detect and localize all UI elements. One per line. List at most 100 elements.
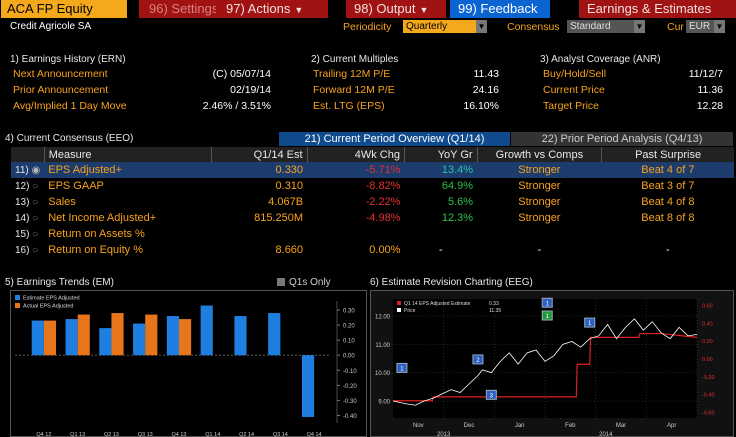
yoy-cell: 64.9% xyxy=(441,180,474,192)
table-row[interactable]: 15) ○ Return on Assets % xyxy=(11,226,734,242)
radio-icon[interactable]: ○ xyxy=(32,228,39,240)
table-row[interactable]: 16) ○ Return on Equity % 8.660 0.00% - -… xyxy=(11,242,734,258)
buy-hold-sell-value: 11/12/7 xyxy=(688,68,723,80)
est-cell: 4.067B xyxy=(268,196,304,208)
measure-cell: EPS Adjusted+ xyxy=(44,162,212,178)
y-tick-label: -0.30 xyxy=(343,399,357,405)
chg-cell: -2.22% xyxy=(365,196,401,208)
revision-marker xyxy=(584,317,596,328)
x-tick-label: Q2 13 xyxy=(104,432,119,437)
legend-label: Actual EPS Adjusted xyxy=(23,304,73,310)
chevron-down-icon[interactable]: ▼ xyxy=(714,20,725,33)
chg-cell: 0.00% xyxy=(369,244,401,256)
header-4wk-chg[interactable]: 4Wk Chg xyxy=(307,147,405,162)
output-button[interactable]: 98) Output ▼ xyxy=(346,0,446,18)
current-consensus-title[interactable]: 4) Current Consensus (EEO) xyxy=(5,133,134,144)
estimate-revision-chart: 12.00 11.00 10.00 9.00 0.60 0.40 0.20 0.00 -0.20… xyxy=(370,290,734,437)
chevron-down-icon: ▼ xyxy=(294,5,304,15)
currency-dropdown[interactable]: EUR xyxy=(686,20,714,33)
x-tick-label: Q2 14 xyxy=(239,432,254,437)
bar-estimate xyxy=(200,305,213,356)
radio-icon[interactable]: ○ xyxy=(32,180,39,192)
table-row[interactable]: 13) ○ Sales 4.067B -2.22% 5.6% Stronger … xyxy=(11,194,734,210)
buy-hold-sell-label: Buy/Hold/Sell xyxy=(543,68,607,80)
header-est[interactable]: Q1/14 Est xyxy=(211,147,308,162)
ltg-eps-label: Est. LTG (EPS) xyxy=(313,100,385,112)
radio-icon[interactable]: ○ xyxy=(32,196,39,208)
row-number: 11) xyxy=(15,164,29,176)
actions-button[interactable]: 97) Actions ▼ xyxy=(216,0,328,18)
year-label: 2013 xyxy=(437,432,451,437)
ltg-eps-value: 16.10% xyxy=(463,100,499,112)
company-name: Credit Agricole SA xyxy=(10,21,92,32)
x-tick-label: Q4 14 xyxy=(307,432,322,437)
earnings-trends-title[interactable]: 5) Earnings Trends (EM) xyxy=(5,277,114,288)
tab-prior-period-analysis[interactable]: 22) Prior Period Analysis (Q4/13) xyxy=(511,132,733,146)
feedback-button[interactable]: 99) Feedback xyxy=(450,0,550,18)
table-header-row: Measure Q1/14 Est 4Wk Chg YoY Gr Growth … xyxy=(11,147,734,162)
chevron-down-icon: ▼ xyxy=(419,5,429,15)
revision-marker xyxy=(485,389,497,400)
y-right-label: -0.40 xyxy=(702,393,715,399)
comps-cell: Stronger xyxy=(518,212,561,224)
header-yoy-gr[interactable]: YoY Gr xyxy=(404,147,478,162)
estimate-revision-title[interactable]: 6) Estimate Revision Charting (EEG) xyxy=(370,277,533,288)
earnings-history-title[interactable]: 1) Earnings History (ERN) xyxy=(10,54,126,65)
row-number: 15) xyxy=(15,228,30,240)
chevron-down-icon[interactable]: ▼ xyxy=(476,20,487,33)
y-tick-label: 0.20 xyxy=(343,324,355,330)
q1s-only-toggle[interactable]: Q1s Only xyxy=(277,277,331,288)
target-price-label: Target Price xyxy=(543,100,600,112)
tab-current-period-overview[interactable]: 21) Current Period Overview (Q1/14) xyxy=(279,132,510,146)
legend-swatch xyxy=(15,303,20,308)
x-tick-label: Q4 13 xyxy=(172,432,187,437)
header-past-surprise[interactable]: Past Surprise xyxy=(601,147,734,162)
yoy-cell xyxy=(404,226,477,242)
header-growth-vs-comps[interactable]: Growth vs Comps xyxy=(477,147,603,162)
revision-marker-label: 1 xyxy=(400,366,404,372)
y-left-label: 11.00 xyxy=(375,343,390,349)
current-multiples-title: 2) Current Multiples xyxy=(311,54,399,65)
prior-announcement-label: Prior Announcement xyxy=(13,84,109,96)
header-blank xyxy=(11,147,45,162)
x-tick-label: Q1 14 xyxy=(205,432,220,437)
table-row[interactable]: 14) ○ Net Income Adjusted+ 815.250M -4.9… xyxy=(11,210,734,226)
chevron-down-icon[interactable]: ▼ xyxy=(634,20,645,33)
revision-marker xyxy=(472,354,484,365)
legend-value: 11.35 xyxy=(489,308,501,314)
periodicity-label: Periodicity xyxy=(343,21,392,33)
yoy-cell: 12.3% xyxy=(441,212,474,224)
ticker-field[interactable]: ACA FP Equity xyxy=(1,0,127,18)
revision-marker xyxy=(541,297,553,308)
revision-marker xyxy=(541,310,553,321)
revision-marker-label: 1 xyxy=(588,321,592,327)
radio-selected-icon[interactable]: ◉ xyxy=(31,164,41,176)
analyst-coverage-title[interactable]: 3) Analyst Coverage (ANR) xyxy=(540,54,661,65)
x-tick-label: Feb xyxy=(565,423,576,429)
revision-marker xyxy=(396,362,408,373)
chg-cell: -4.98% xyxy=(365,212,401,224)
header-measure[interactable]: Measure xyxy=(44,147,213,162)
chg-cell xyxy=(307,226,404,242)
bar-actual xyxy=(77,314,90,356)
q1s-only-label: Q1s Only xyxy=(289,277,331,288)
legend-swatch xyxy=(15,295,20,300)
x-tick-label: Dec xyxy=(464,423,475,429)
consensus-table: Measure Q1/14 Est 4Wk Chg YoY Gr Growth … xyxy=(11,147,734,258)
surprise-cell: Beat 4 of 7 xyxy=(601,162,734,178)
radio-icon[interactable]: ○ xyxy=(32,212,39,224)
table-row[interactable]: 11) ◉ EPS Adjusted+ 0.330 -5.71% 13.4% S… xyxy=(11,162,734,178)
bar-actual xyxy=(179,319,192,356)
currency-label: Cur xyxy=(667,21,684,33)
periodicity-dropdown[interactable]: Quarterly xyxy=(403,20,476,33)
consensus-dropdown[interactable]: Standard xyxy=(567,20,634,33)
table-row[interactable]: 12) ○ EPS GAAP 0.310 -8.82% 64.9% Strong… xyxy=(11,178,734,194)
legend-label: Estimate EPS Adjusted xyxy=(23,296,80,302)
day-move-value: 2.46% / 3.51% xyxy=(202,100,271,112)
x-tick-label: Apr xyxy=(667,423,676,429)
y-left-label: 9.00 xyxy=(378,400,390,406)
current-price-label: Current Price xyxy=(543,84,605,96)
radio-icon[interactable]: ○ xyxy=(32,244,39,256)
checkbox-icon[interactable] xyxy=(277,278,285,287)
yoy-cell: - xyxy=(438,244,443,256)
